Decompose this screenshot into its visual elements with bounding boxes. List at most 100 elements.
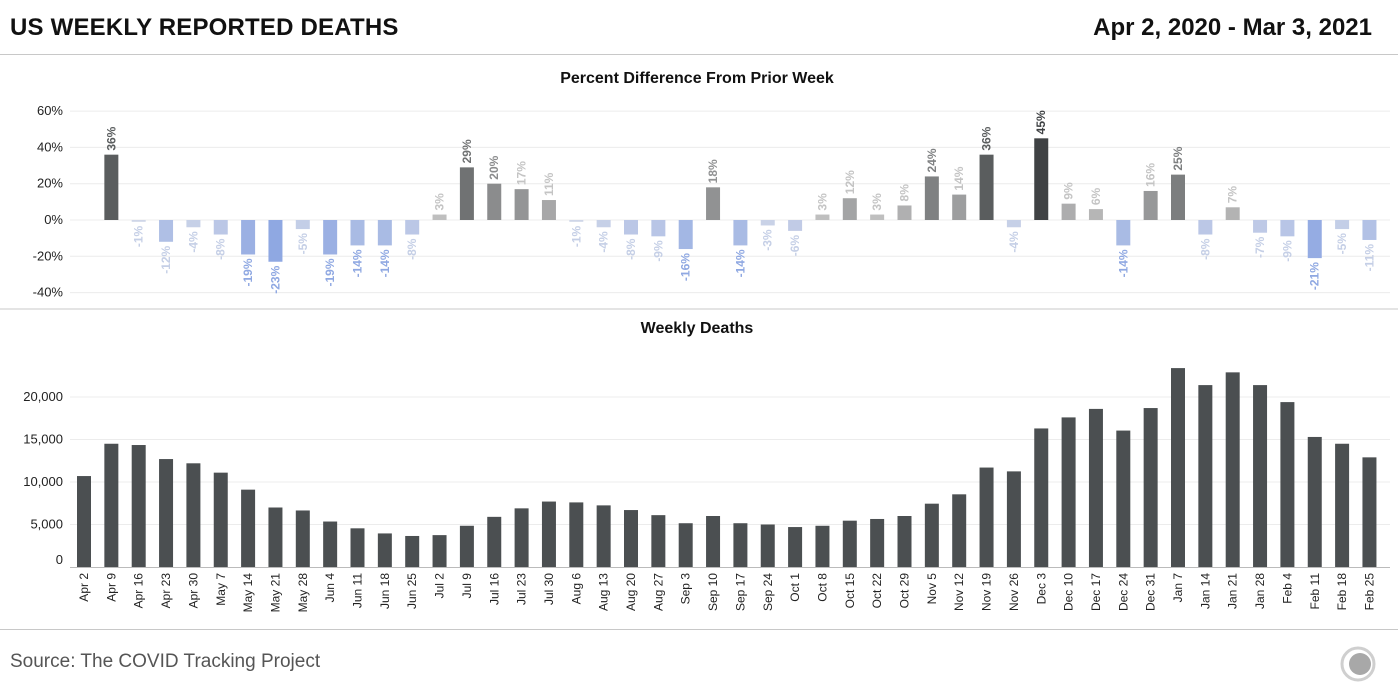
x-tick-label: Nov 12 — [952, 573, 966, 611]
pct-data-label: -14% — [378, 249, 392, 277]
pct-bar — [1006, 220, 1021, 228]
pct-y-tick-label: -40% — [33, 285, 64, 300]
deaths-bar — [1362, 457, 1377, 567]
pct-data-label: 20% — [487, 155, 501, 179]
pct-bar — [897, 205, 912, 220]
pct-data-label: 11% — [542, 172, 556, 196]
deaths-bar — [377, 533, 392, 567]
deaths-bar — [405, 535, 420, 567]
source-note: Source: The COVID Tracking Project — [10, 651, 321, 672]
deaths-bar — [733, 523, 748, 567]
deaths-y-tick-label: 0 — [56, 552, 63, 567]
x-tick-label: Jun 4 — [323, 573, 337, 603]
x-tick-label: Jun 11 — [351, 573, 365, 608]
pct-data-label: -19% — [241, 258, 255, 286]
pct-data-label: 12% — [843, 170, 857, 194]
deaths-bar — [1225, 372, 1240, 567]
pct-bar — [733, 220, 748, 246]
deaths-bar — [541, 501, 556, 567]
pct-bar — [186, 220, 201, 228]
pct-data-label: -11% — [1362, 244, 1376, 272]
pct-bar — [541, 200, 556, 220]
charts-area: Percent Difference From Prior Week 60% 40… — [0, 70, 1398, 613]
pct-data-label: -3% — [761, 229, 775, 251]
pct-bar — [1088, 209, 1103, 220]
pct-bar — [1143, 190, 1158, 220]
pct-data-label: 16% — [1144, 163, 1158, 187]
pct-bar — [350, 220, 365, 246]
deaths-bar — [979, 467, 994, 567]
pct-data-label: -6% — [788, 235, 802, 257]
pct-data-label: 8% — [898, 184, 912, 202]
deaths-bar — [104, 443, 119, 567]
pct-data-label: 36% — [104, 126, 118, 150]
pct-bar — [706, 187, 721, 220]
pct-data-label: 17% — [515, 161, 529, 185]
deaths-bar — [624, 510, 638, 567]
pct-data-label: -8% — [1198, 238, 1212, 260]
pct-bar — [924, 176, 939, 220]
pct-data-label: 36% — [980, 126, 994, 150]
x-tick-label: Oct 15 — [843, 573, 857, 609]
pct-data-label: -5% — [296, 233, 310, 255]
deaths-bar — [651, 515, 666, 567]
deaths-bar — [678, 523, 693, 567]
pct-y-tick-label: 0% — [44, 212, 63, 227]
x-tick-label: Jun 25 — [405, 573, 419, 609]
pct-bars — [104, 138, 1377, 262]
deaths-bar — [432, 535, 447, 567]
deaths-y-tick-label: 20,000 — [23, 389, 63, 404]
deaths-bar — [487, 516, 502, 567]
x-tick-label: Dec 3 — [1034, 573, 1048, 605]
pct-bar — [678, 220, 693, 250]
pct-bar — [870, 214, 885, 220]
pct-bar — [651, 220, 666, 237]
pct-data-label: -5% — [1335, 233, 1349, 255]
deaths-bar — [131, 445, 146, 567]
x-tick-label: Sep 3 — [679, 573, 693, 605]
deaths-bars — [77, 368, 1377, 567]
pct-bar — [268, 220, 283, 262]
deaths-bar — [1116, 430, 1131, 567]
pct-bar — [1116, 220, 1131, 246]
deaths-bar — [241, 489, 256, 567]
x-tick-label: Sep 24 — [761, 573, 775, 611]
pct-bar — [131, 220, 146, 222]
pct-data-label: 29% — [460, 139, 474, 163]
deaths-x-axis: Apr 2 Apr 9 Apr 16 Apr 23 Apr 30 May 7 May 14 M… — [77, 573, 1376, 613]
deaths-bar — [268, 507, 283, 567]
pct-bar — [432, 214, 447, 220]
pct-bar — [788, 220, 803, 231]
x-tick-label: Feb 11 — [1308, 573, 1322, 610]
x-tick-label: Apr 2 — [77, 573, 91, 602]
deaths-bar — [788, 527, 803, 567]
deaths-bar — [1088, 408, 1103, 567]
pct-data-label: -14% — [733, 249, 747, 277]
pct-bar — [295, 220, 310, 230]
page-title: US WEEKLY REPORTED DEATHS — [10, 14, 399, 41]
deaths-bar — [1198, 385, 1213, 567]
pct-data-label: 3% — [815, 193, 829, 211]
deaths-chart-title: Weekly Deaths — [641, 320, 754, 337]
x-tick-label: Oct 29 — [898, 573, 912, 609]
deaths-bar — [897, 516, 912, 567]
x-tick-label: Dec 24 — [1116, 573, 1130, 611]
x-tick-label: Aug 13 — [597, 573, 611, 611]
x-tick-label: Feb 18 — [1335, 573, 1349, 611]
pct-data-label: 25% — [1171, 146, 1185, 170]
deaths-bar — [77, 476, 91, 567]
pct-y-tick-label: 40% — [37, 139, 63, 154]
x-tick-label: Feb 4 — [1280, 573, 1294, 604]
x-tick-label: Aug 20 — [624, 573, 638, 611]
deaths-bar — [815, 525, 830, 567]
x-tick-label: Apr 23 — [159, 573, 173, 609]
pct-data-label: -12% — [159, 245, 173, 273]
x-tick-label: May 14 — [241, 573, 255, 613]
pct-bar — [487, 183, 502, 220]
pct-bar — [1253, 220, 1268, 233]
deaths-bar — [213, 472, 228, 567]
pct-bar — [104, 154, 119, 220]
deaths-bar — [569, 502, 584, 567]
deaths-gridlines — [70, 396, 1390, 568]
